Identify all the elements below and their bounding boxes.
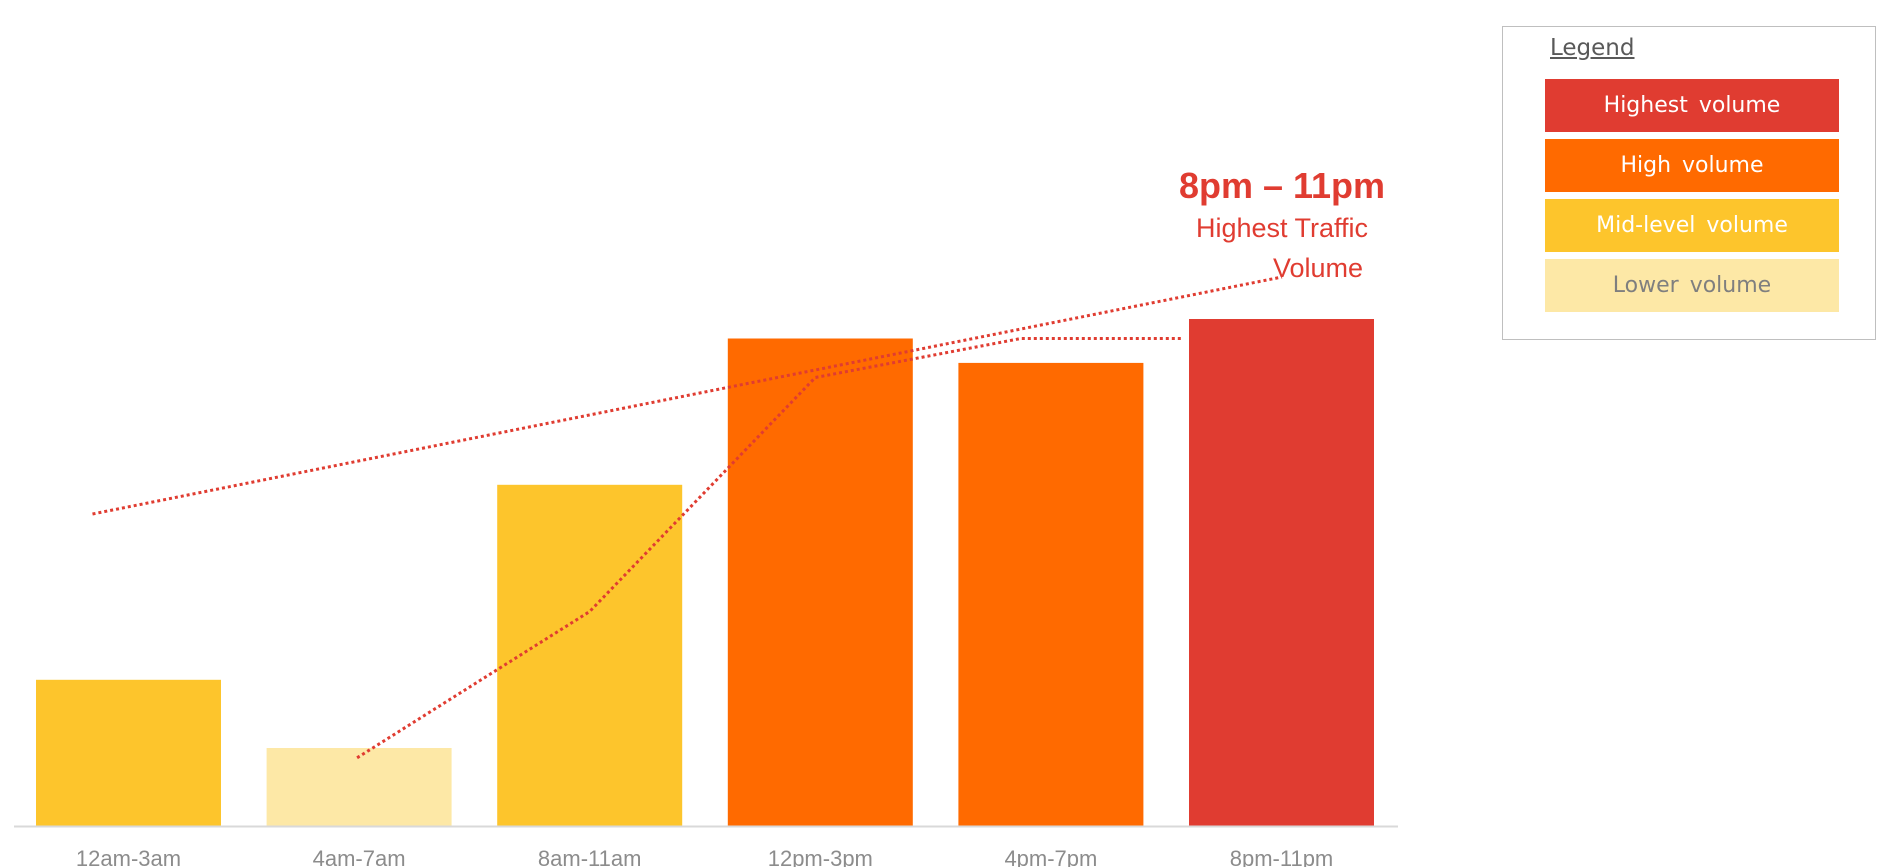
traffic-volume-chart: 12am-3am 4am-7am 8am-11am 12pm-3pm 4pm-7pm 8p… <box>14 165 1398 867</box>
bar-12pm-3pm <box>727 338 913 826</box>
x-tick-labels: 12am-3am 4am-7am 8am-11am 12pm-3pm 4pm-7pm 8p… <box>76 846 1333 867</box>
legend-item-mid: Mid-level volume <box>1545 199 1839 252</box>
trend-lines <box>92 275 1283 760</box>
legend-item-highest: Highest volume <box>1545 79 1839 132</box>
x-tick-label: 8am-11am <box>538 846 642 867</box>
legend-item-high: High volume <box>1545 139 1839 192</box>
annotation-title: 8pm – 11pm <box>1179 165 1385 206</box>
trend-line-1 <box>92 275 1283 516</box>
x-tick-label: 4am-7am <box>313 846 406 867</box>
bar-12am-3am <box>36 679 221 827</box>
x-tick-label: 8pm-11pm <box>1230 846 1334 867</box>
annotation-line-1: Highest Traffic <box>1196 213 1368 243</box>
legend-item-lower: Lower volume <box>1545 259 1839 312</box>
bar-group <box>36 319 1374 827</box>
annotation-line-2: Volume <box>1273 253 1363 283</box>
x-tick-label: 12am-3am <box>76 846 181 867</box>
x-tick-label: 12pm-3pm <box>768 846 873 867</box>
legend: Legend Highest volume High volume Mid-le… <box>1502 26 1876 340</box>
bar-8pm-11pm <box>1189 319 1374 826</box>
legend-title: Legend <box>1550 35 1635 61</box>
bar-8am-11am <box>497 484 683 827</box>
x-tick-label: 4pm-7pm <box>1004 846 1097 867</box>
bar-4am-7am <box>266 748 452 826</box>
bar-4pm-7pm <box>958 362 1144 826</box>
